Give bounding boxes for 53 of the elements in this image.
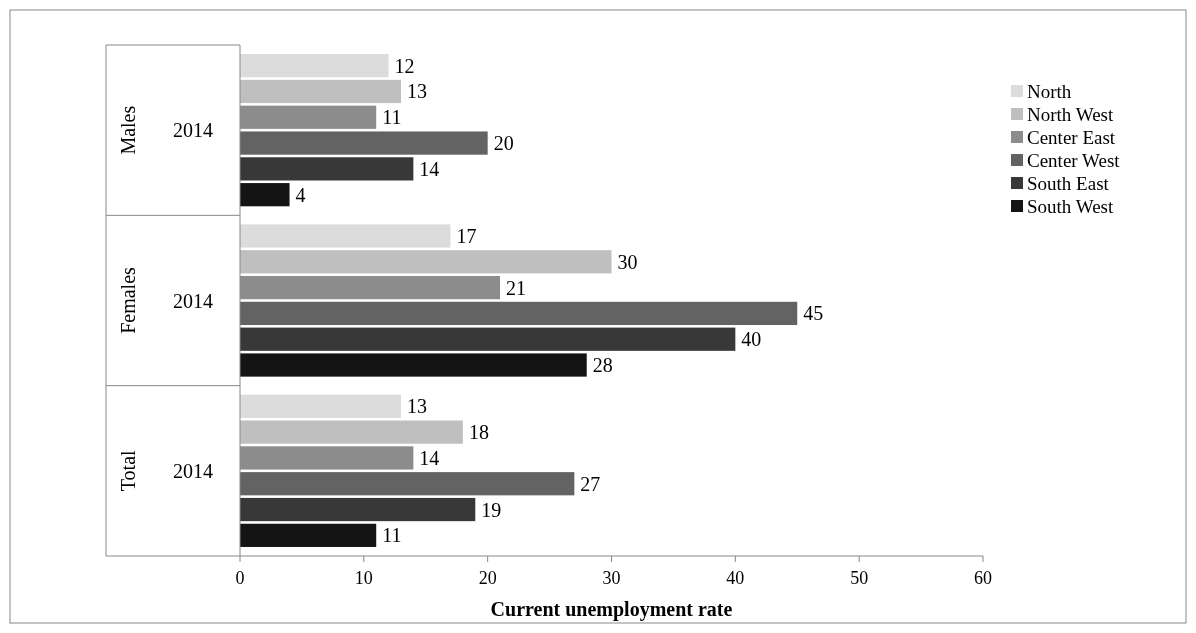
- y-tick-label: 2014: [173, 459, 213, 482]
- x-tick-label: 30: [602, 568, 621, 588]
- bar: [240, 250, 612, 274]
- data-label: 4: [295, 183, 306, 206]
- data-label: 12: [394, 54, 415, 77]
- data-label: 13: [406, 395, 427, 418]
- data-label: 27: [580, 472, 601, 495]
- bar: [240, 183, 290, 207]
- bar: [240, 394, 401, 418]
- legend-label: South West: [1027, 195, 1114, 217]
- data-label: 19: [481, 498, 502, 521]
- y-tick-label: 2014: [173, 289, 213, 312]
- data-label: 45: [803, 302, 824, 325]
- bar: [240, 79, 401, 104]
- data-label: 13: [406, 80, 427, 103]
- x-tick-label: 0: [235, 568, 245, 588]
- bar: [240, 224, 451, 248]
- data-label: 14: [419, 446, 440, 469]
- bar: [240, 420, 463, 444]
- text: Males: [117, 105, 139, 155]
- legend-label: North: [1027, 80, 1072, 102]
- bar: [240, 497, 476, 522]
- x-tick-label: 50: [850, 568, 869, 588]
- data-label: 11: [382, 106, 402, 129]
- bar: [240, 472, 575, 496]
- legend-label: Center West: [1027, 149, 1121, 171]
- bar: [240, 301, 798, 326]
- x-tick-label: 40: [726, 568, 745, 588]
- data-label: 14: [419, 157, 440, 180]
- data-label: 11: [382, 524, 402, 547]
- x-tick-label: 60: [974, 568, 992, 588]
- data-label: 20: [493, 132, 514, 155]
- bar: [240, 131, 488, 155]
- data-label: 30: [617, 250, 638, 273]
- bar: [240, 54, 389, 78]
- x-tick-label: 20: [478, 568, 497, 588]
- legend-label: South East: [1027, 172, 1110, 194]
- data-label: 18: [468, 421, 489, 444]
- y-tick-label: 2014: [173, 119, 213, 142]
- bar: [240, 327, 736, 351]
- data-label: 17: [456, 224, 477, 247]
- legend-label: North West: [1027, 103, 1114, 125]
- data-label: 28: [592, 354, 613, 377]
- x-axis-title: Current unemployment rate: [490, 598, 733, 621]
- text: Females: [117, 266, 139, 334]
- text: Total: [117, 449, 139, 492]
- bar: [240, 523, 377, 547]
- bar: [240, 157, 414, 181]
- bar: [240, 353, 587, 377]
- data-label: 40: [741, 328, 762, 351]
- data-label: 21: [506, 276, 527, 299]
- x-tick-label: 10: [354, 568, 373, 588]
- legend-label: Center East: [1027, 126, 1116, 148]
